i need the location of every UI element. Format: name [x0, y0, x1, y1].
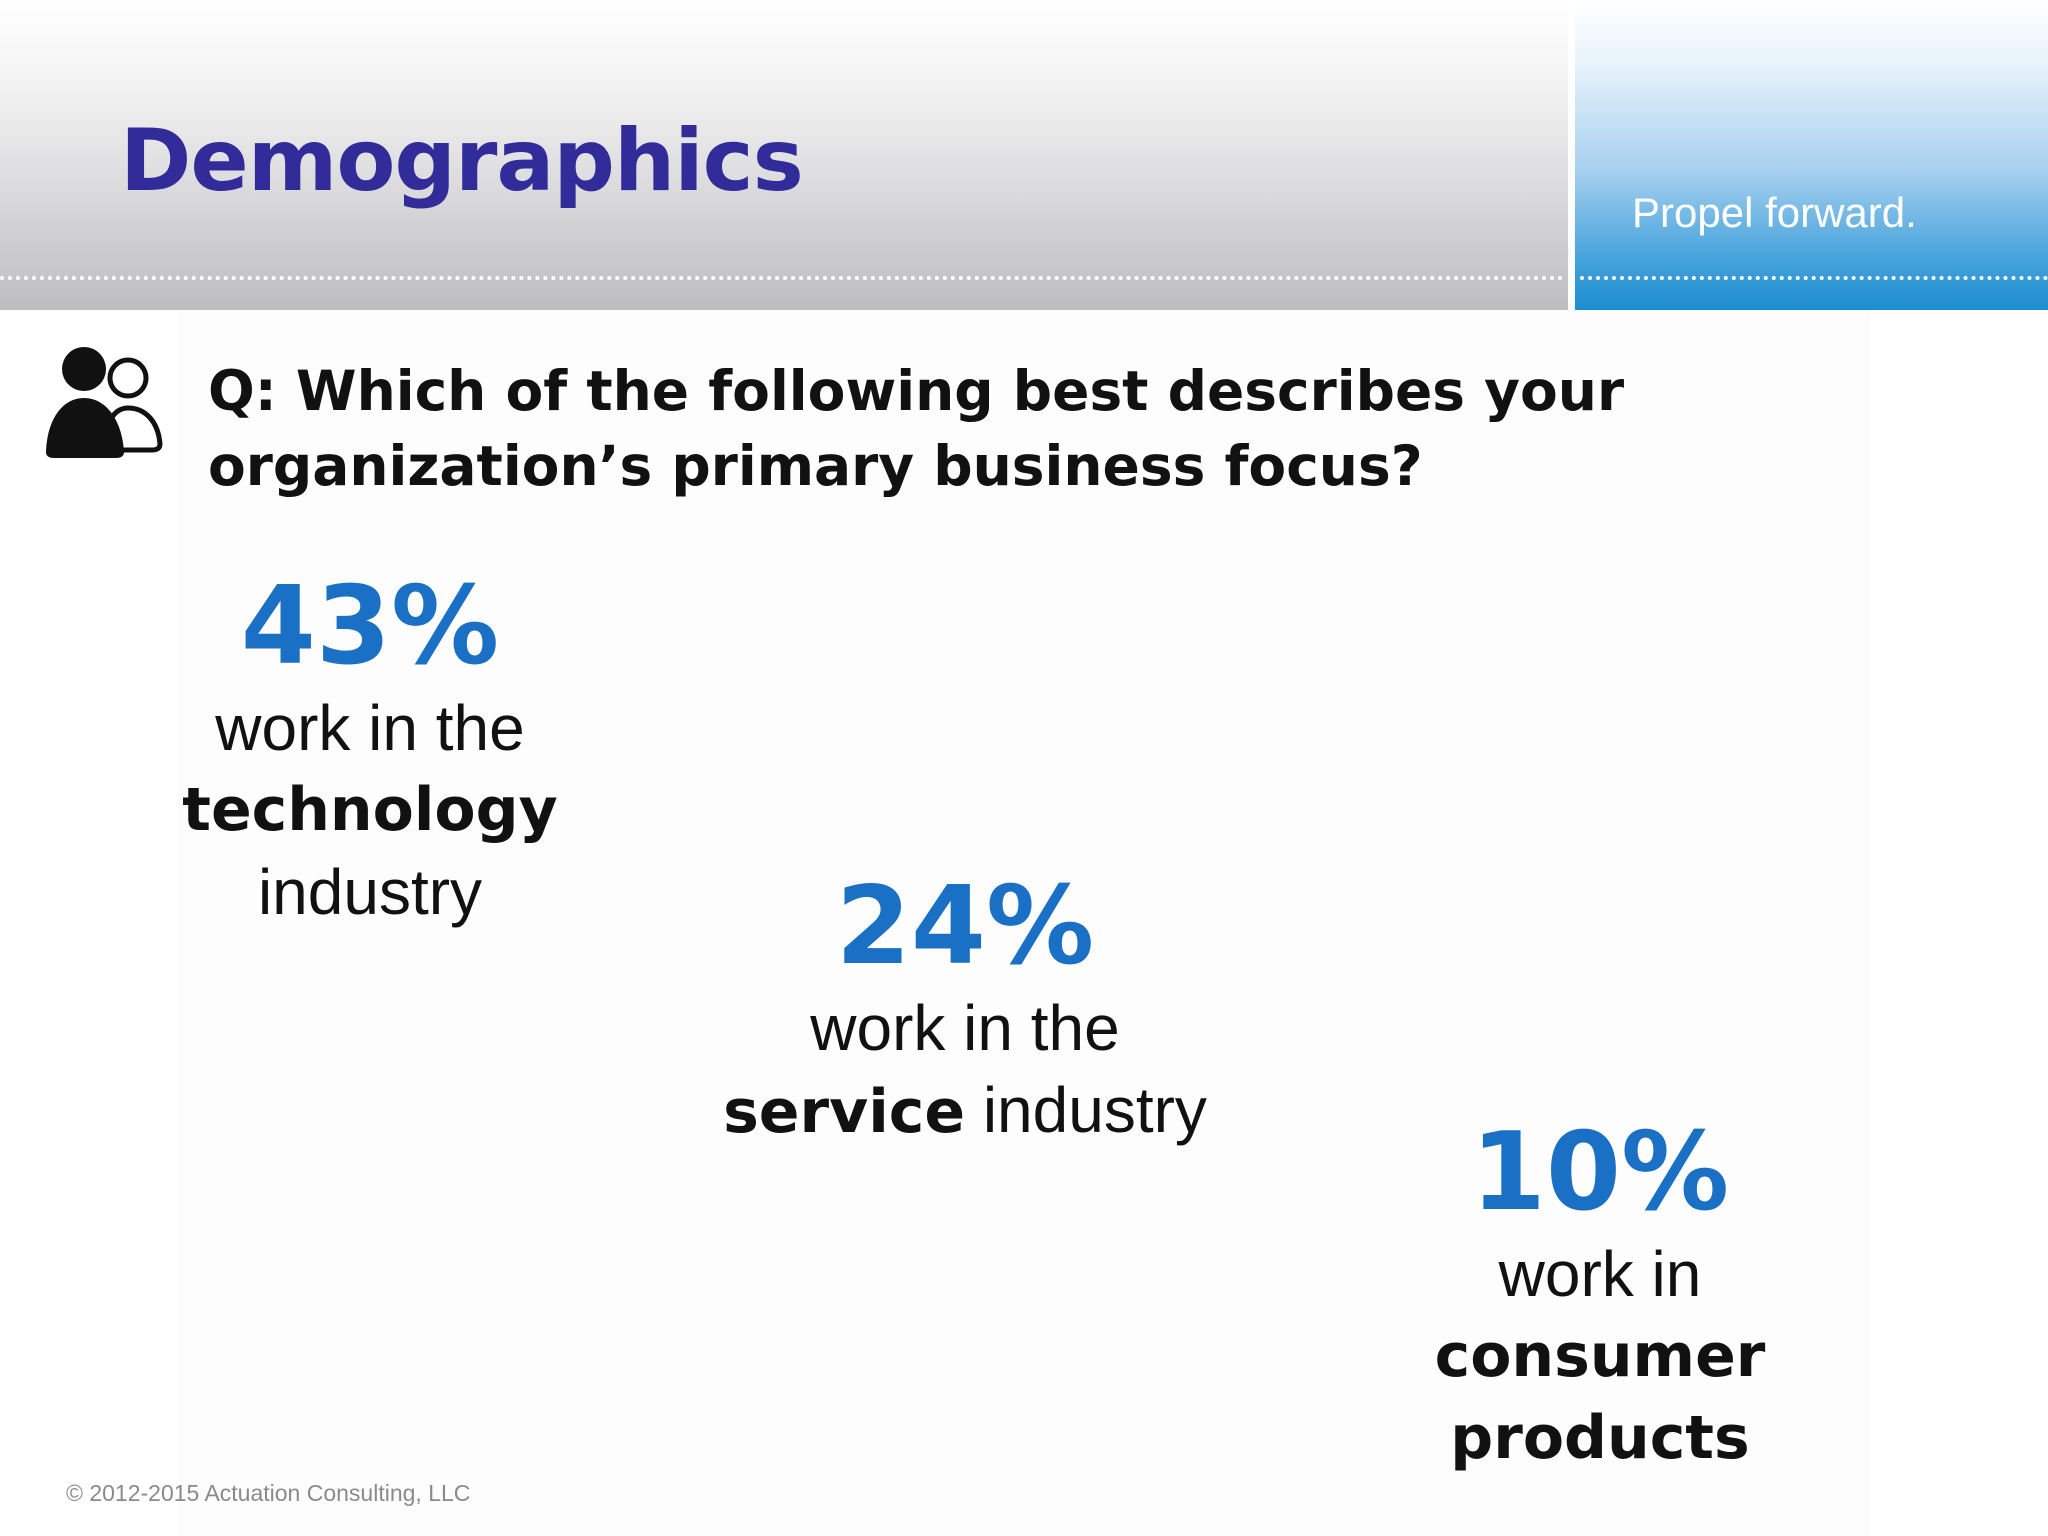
header-banner: [0, 0, 1568, 310]
stat-category: products: [1450, 1403, 1750, 1474]
stat-text: work in: [1498, 1238, 1702, 1311]
stat-category: technology: [182, 775, 558, 846]
stat-text: work in the: [810, 992, 1120, 1065]
copyright-notice: © 2012-2015 Actuation Consulting, LLC: [66, 1480, 471, 1506]
stat-technology: 43% work in the technology industry: [130, 570, 610, 933]
stat-category: service: [723, 1077, 966, 1148]
stat-text: industry: [965, 1074, 1207, 1147]
header-dotted-rule: [0, 276, 1564, 280]
stat-consumer-products: 10% work in consumer products: [1380, 1116, 1820, 1479]
stat-percent: 43%: [240, 564, 500, 689]
stat-category: consumer: [1434, 1321, 1766, 1392]
stat-text: work in the: [215, 692, 525, 765]
page-title: Demographics: [120, 111, 804, 211]
header-divider: [1568, 35, 1575, 310]
people-group-icon: [46, 347, 163, 458]
stat-text: industry: [257, 856, 483, 929]
stat-percent: 24%: [835, 864, 1095, 989]
header-dotted-rule-brand: [1580, 276, 2048, 280]
header-brand-panel: [1575, 0, 2048, 310]
brand-tagline: Propel forward.: [1632, 189, 1917, 236]
stat-service: 24% work in the service industry: [680, 870, 1250, 1153]
stat-percent: 10%: [1470, 1110, 1730, 1235]
content-panel: [178, 310, 1870, 1536]
survey-question: Q: Which of the following best describes…: [208, 359, 1625, 498]
stat-text-line: service industry: [680, 1069, 1250, 1153]
